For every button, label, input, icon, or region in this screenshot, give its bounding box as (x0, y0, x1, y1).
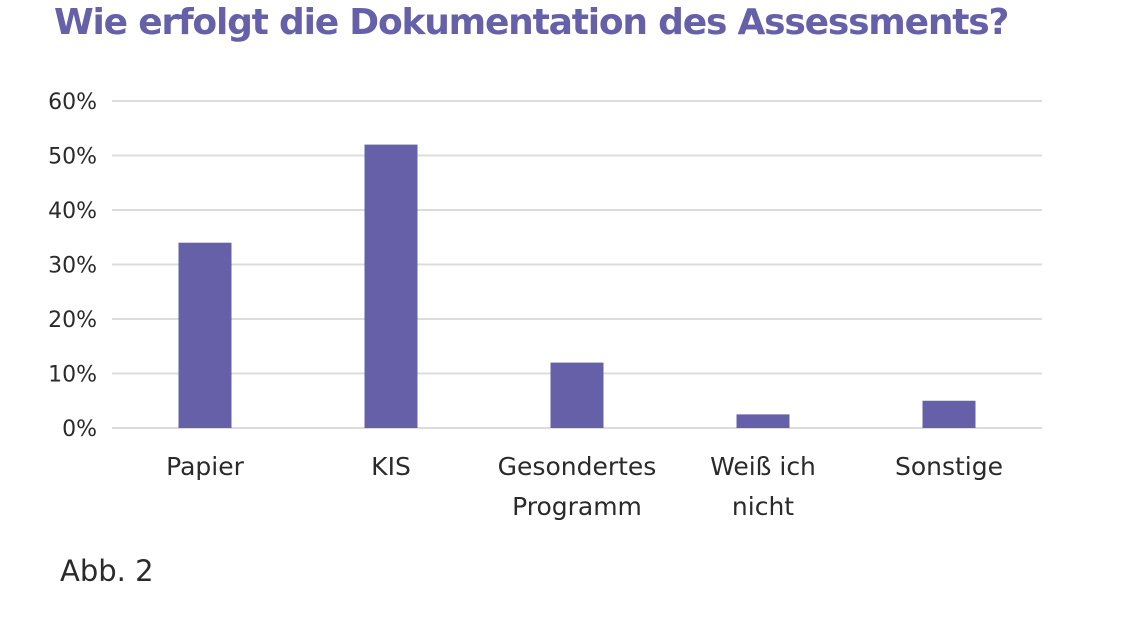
bar (736, 414, 790, 428)
x-tick-label-line: nicht (732, 492, 794, 521)
x-tick-label-line: Programm (512, 492, 642, 521)
x-tick-label: Weiß ich nicht (710, 452, 816, 521)
bar (364, 144, 418, 428)
x-tick-label-line: KIS (371, 452, 411, 481)
x-tick-label: Sonstige (895, 452, 1003, 481)
y-tick-label: 20% (48, 308, 97, 333)
y-tick-label: 0% (62, 417, 97, 442)
y-tick-label: 30% (48, 254, 97, 279)
y-axis-ticks: 0% 10% 20% 30% 40% 50% 60% (48, 90, 97, 442)
y-tick-label: 10% (48, 363, 97, 388)
x-tick-label-line: Gesondertes (498, 452, 657, 481)
chart-title: Wie erfolgt die Dokumentation des Assess… (54, 2, 1009, 43)
y-tick-label: 60% (48, 90, 97, 115)
y-tick-label: 50% (48, 145, 97, 170)
x-tick-label-line: Sonstige (895, 452, 1003, 481)
bar (550, 362, 604, 428)
x-tick-label-line: Papier (166, 452, 244, 481)
x-tick-label: Papier (166, 452, 244, 481)
x-tick-label: Gesondertes Programm (498, 452, 657, 521)
figure-caption: Abb. 2 (60, 554, 154, 588)
bar (922, 400, 976, 428)
x-tick-label-line: Weiß ich (710, 452, 816, 481)
bar (178, 242, 232, 428)
x-tick-label: KIS (371, 452, 411, 481)
bars (178, 144, 976, 428)
y-tick-label: 40% (48, 199, 97, 224)
x-axis-labels: Papier KIS Gesondertes Programm Weiß ich nich… (166, 452, 1003, 521)
bar-chart: 0% 10% 20% 30% 40% 50% 60% Papier KIS Gesonderte… (48, 90, 1042, 521)
